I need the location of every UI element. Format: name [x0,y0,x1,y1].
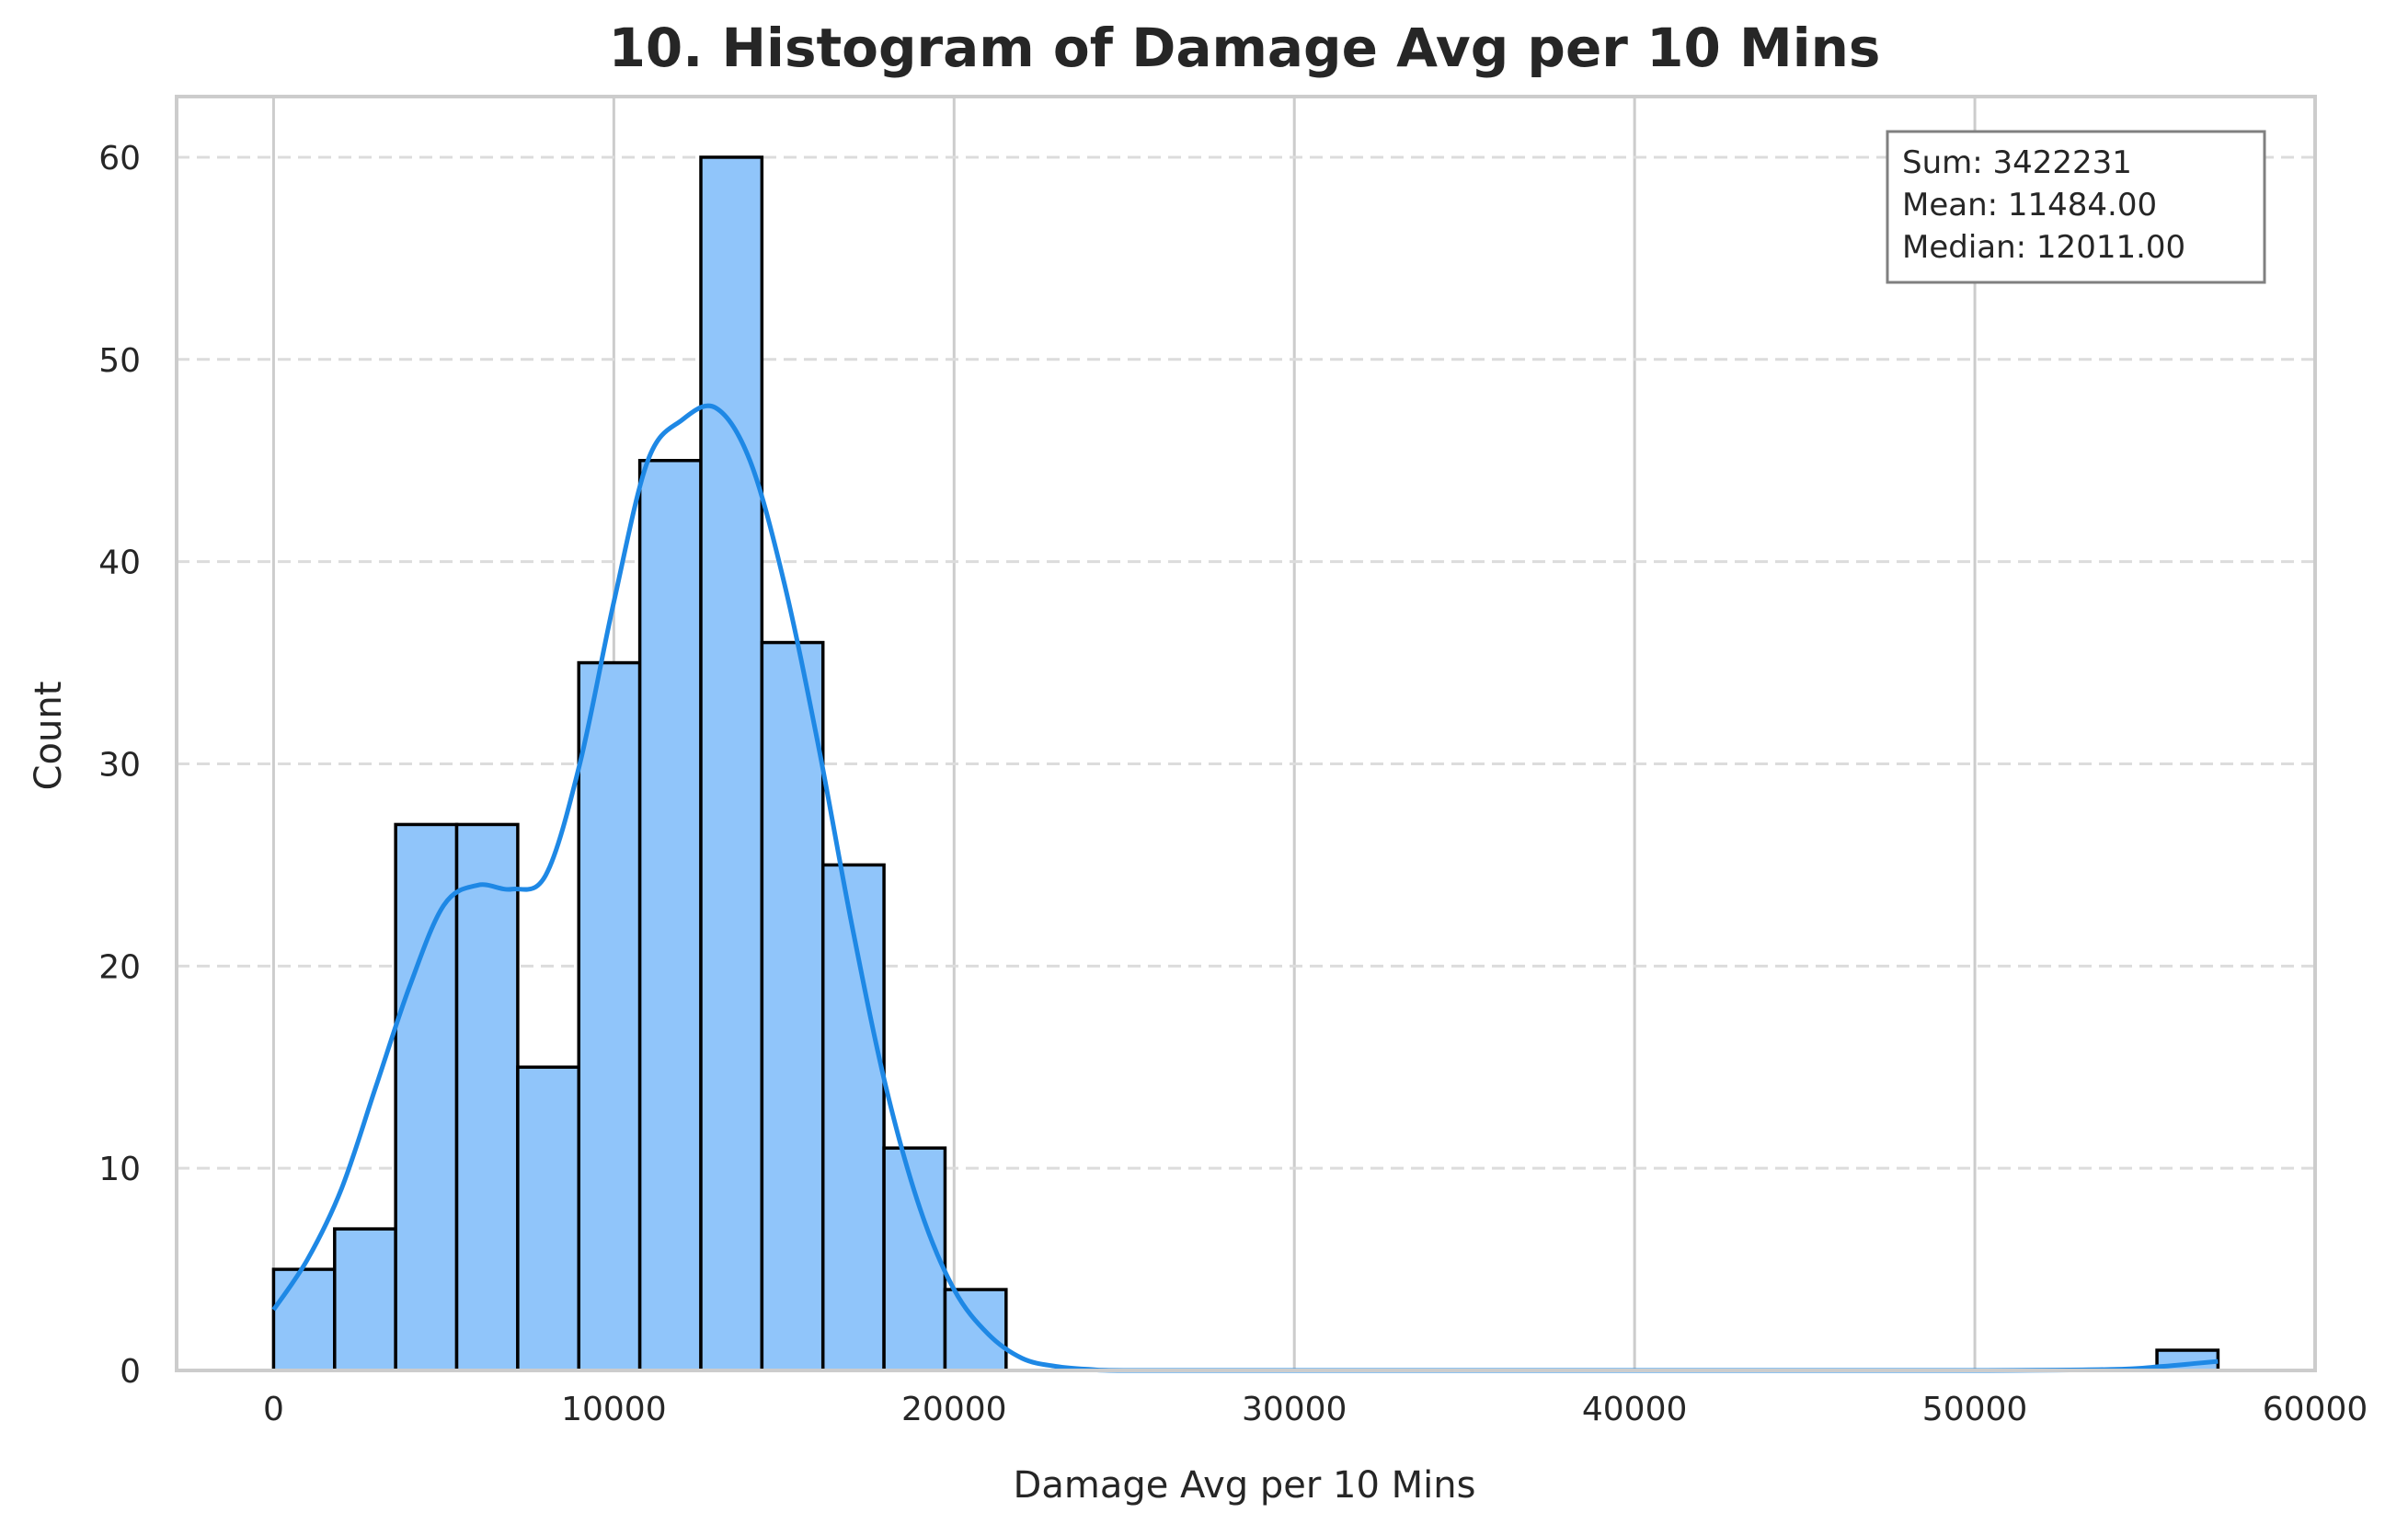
y-tick-label: 40 [98,544,141,582]
histogram-bar [637,458,703,1372]
histogram-bar [394,822,459,1372]
plot-frame [175,95,2317,1372]
y-tick-label: 30 [98,746,141,784]
stats-box-frame [1886,130,2266,284]
y-tick-label: 20 [98,948,141,986]
grid-lines [177,97,2317,1372]
x-tick-label: 20000 [901,1391,1007,1428]
histogram-bar [882,1146,947,1372]
histogram-bar [516,1065,581,1372]
histogram-bar [699,155,764,1372]
y-tick-label: 50 [98,342,141,380]
stat-mean: Mean: 11484.00 [1902,187,2157,224]
x-tick-label: 10000 [561,1391,667,1428]
x-tick-label: 40000 [1582,1391,1688,1428]
stat-sum: Sum: 3422231 [1902,144,2132,181]
y-tick-label: 0 [120,1353,141,1391]
histogram-bar [333,1227,397,1372]
x-tick-label: 0 [263,1391,284,1428]
x-tick-label: 60000 [2263,1391,2368,1428]
x-axis-label: Damage Avg per 10 Mins [1014,1464,1476,1507]
x-tick-labels: 0 10000 20000 30000 40000 50000 60000 [263,1391,2368,1428]
histogram-bar [760,640,825,1372]
histogram-bar [943,1288,1008,1372]
histogram-bar [454,822,520,1372]
stat-median: Median: 12011.00 [1902,229,2185,266]
y-tick-labels: 0 10 20 30 40 50 60 [98,140,141,1391]
x-tick-label: 50000 [1922,1391,2028,1428]
y-tick-label: 10 [98,1151,141,1188]
y-axis-label: Count [28,682,70,791]
x-tick-label: 30000 [1242,1391,1347,1428]
histogram-bar [577,660,642,1372]
y-tick-label: 60 [98,140,141,178]
histogram-bar [820,863,886,1372]
stats-box: Sum: 3422231 Mean: 11484.00 Median: 1201… [1886,130,2266,284]
histogram-bar [271,1267,337,1372]
histogram-bars [271,155,2220,1372]
chart-title: 10. Histogram of Damage Avg per 10 Mins [609,17,1881,79]
